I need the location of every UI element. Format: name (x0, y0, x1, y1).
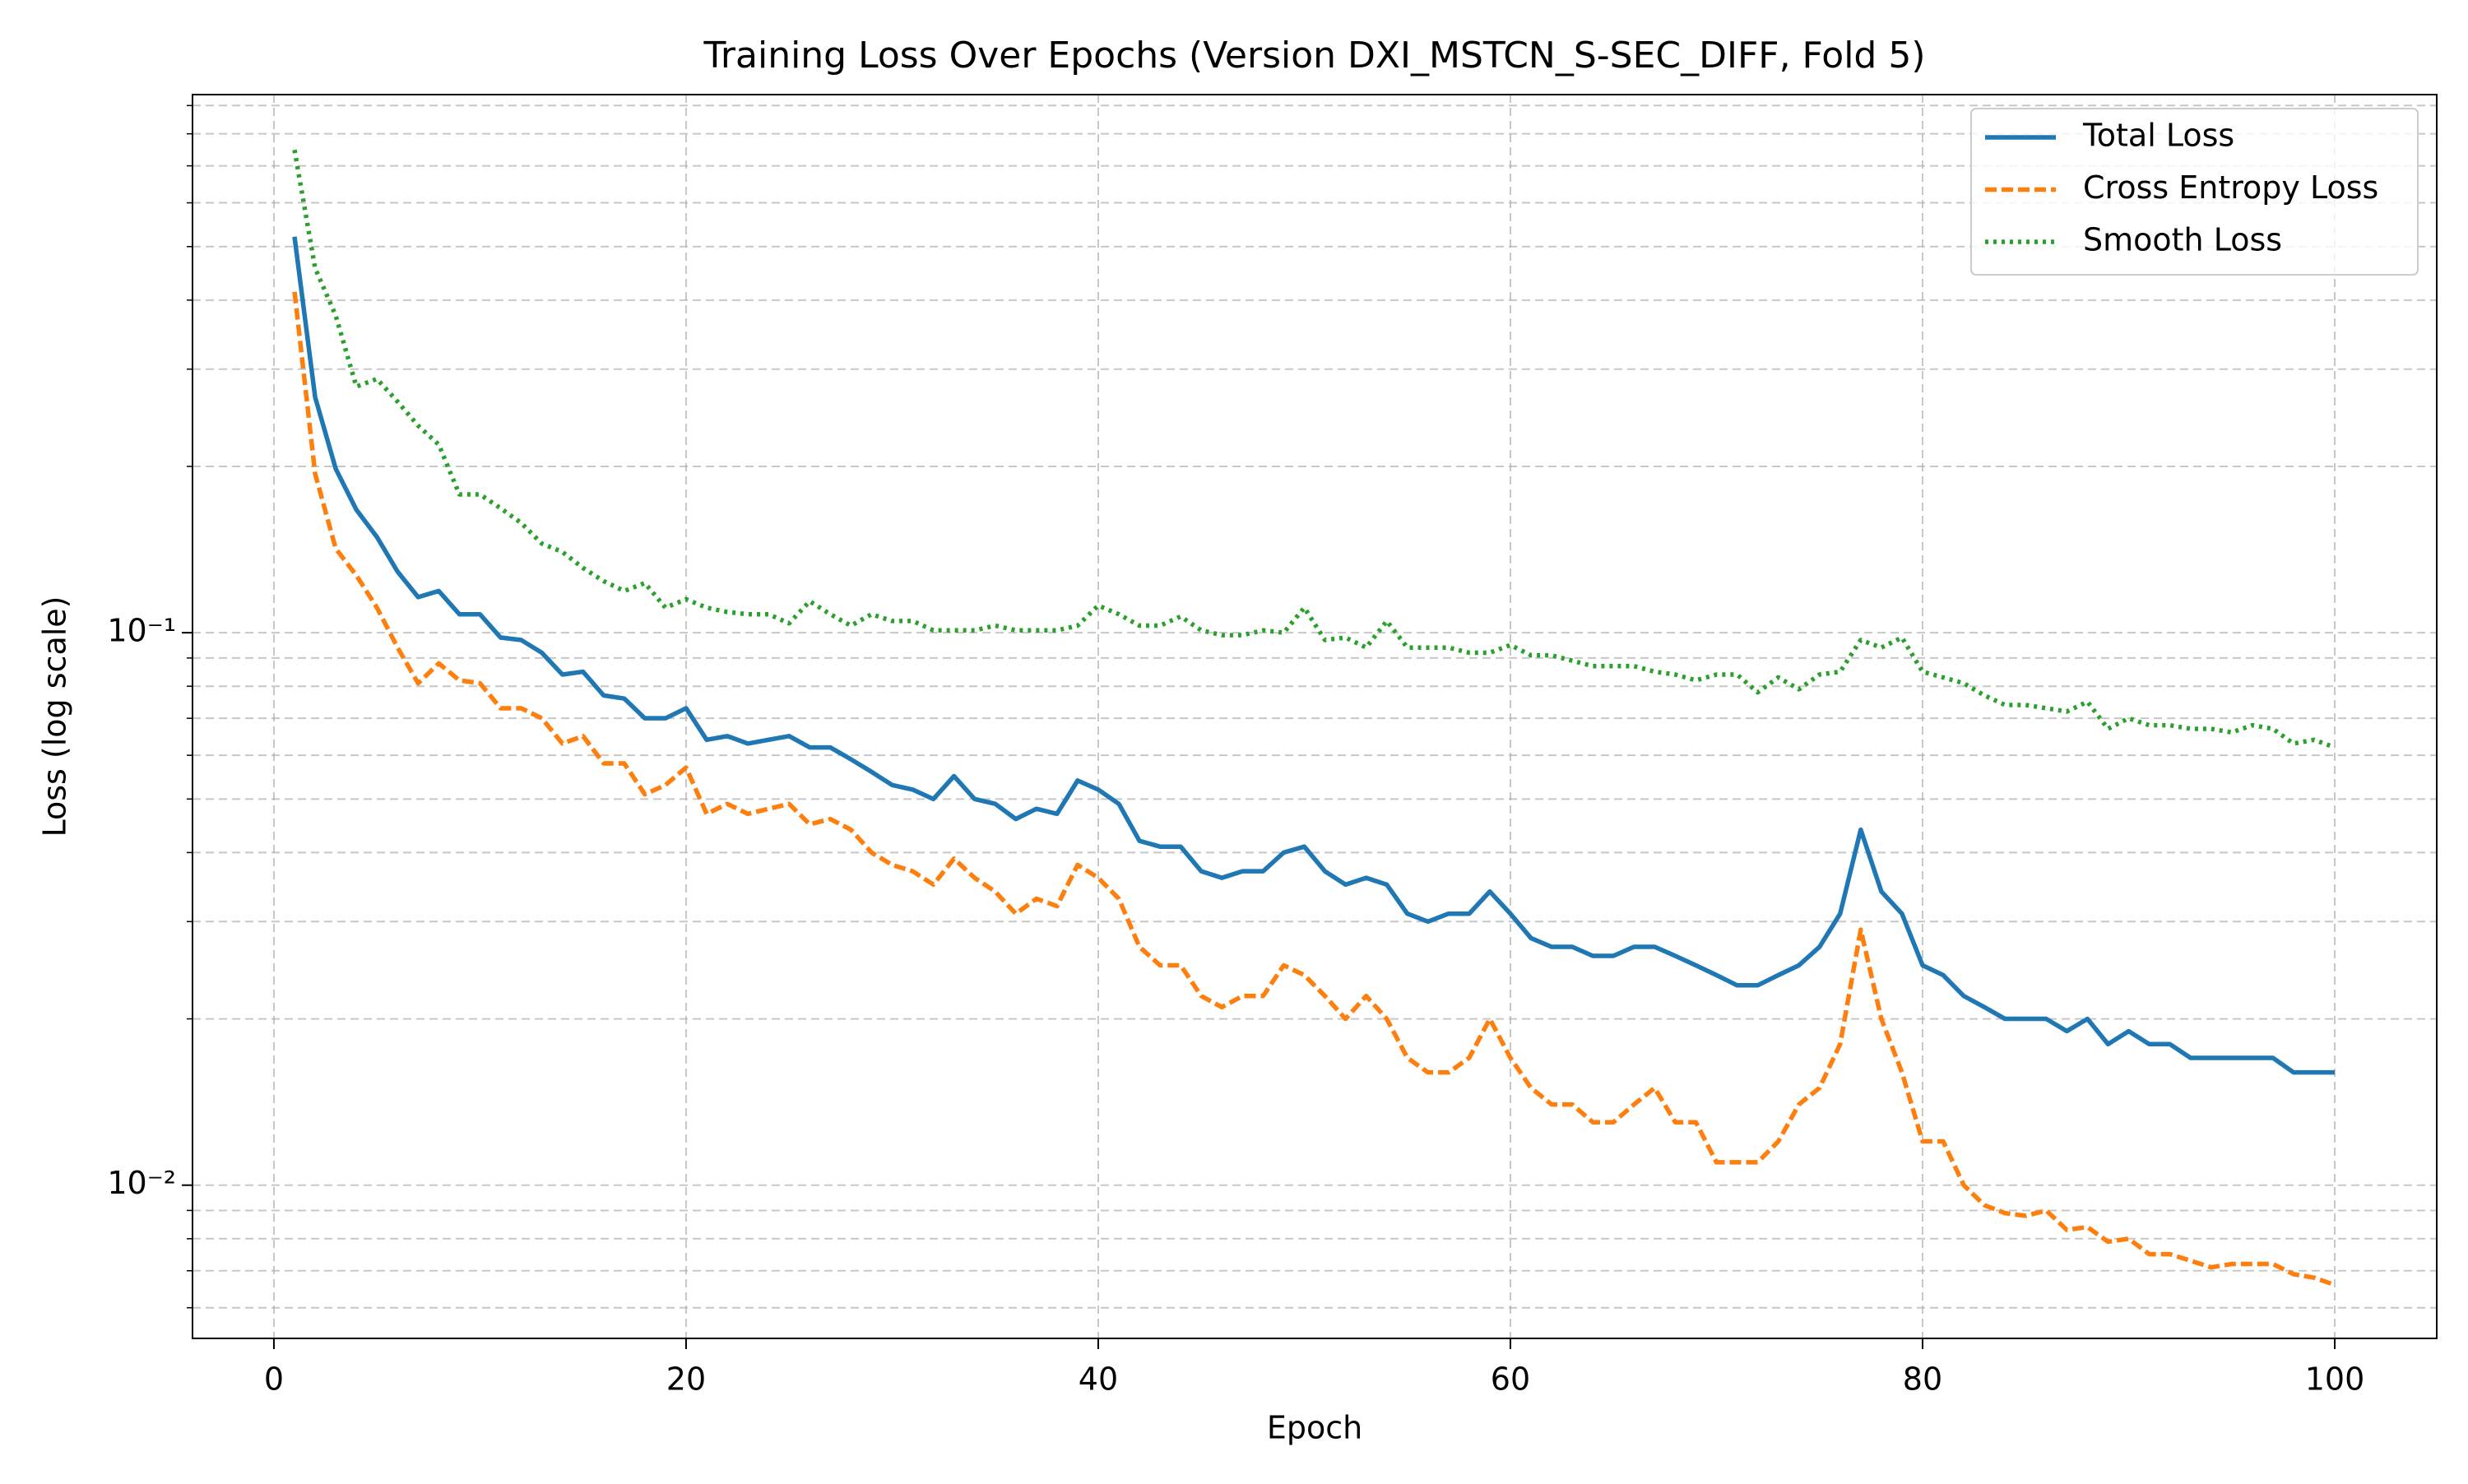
y-tick-label: 10⁻² (107, 1165, 176, 1201)
series-line (292, 291, 2336, 1287)
x-tick-label: 0 (264, 1361, 284, 1398)
x-tick-label: 20 (666, 1361, 706, 1398)
legend-label: Cross Entropy Loss (2083, 169, 2378, 206)
x-tick-label: 80 (1903, 1361, 1942, 1398)
chart-title: Training Loss Over Epochs (Version DXI_M… (703, 35, 1926, 77)
legend-label: Smooth Loss (2083, 222, 2282, 258)
legend-box (1970, 108, 2419, 276)
x-tick-label: 60 (1491, 1361, 1530, 1398)
x-axis-label: Epoch (1267, 1410, 1362, 1446)
series-line (292, 149, 2336, 750)
y-axis-label: Loss (log scale) (37, 596, 73, 837)
y-tick-label: 10⁻¹ (107, 613, 176, 649)
series-line (292, 236, 2335, 1075)
x-tick-label: 40 (1079, 1361, 1118, 1398)
x-tick-label: 100 (2305, 1361, 2365, 1398)
plot-frame (192, 94, 2438, 1339)
legend-label: Total Loss (2082, 118, 2234, 154)
